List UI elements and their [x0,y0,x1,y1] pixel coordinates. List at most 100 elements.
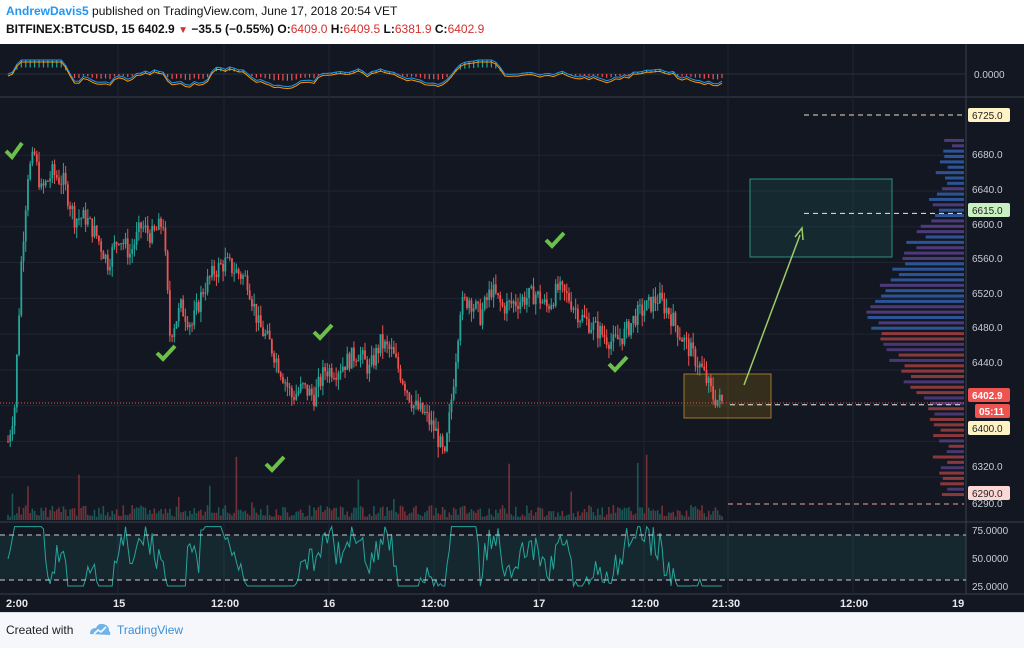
volume-profile-bar [947,460,964,464]
entry-zone[interactable] [683,373,772,419]
macd-histogram-bar [255,74,257,78]
volume-bar [463,505,466,520]
price-label-6290[interactable]: 6290.0 [968,486,1010,500]
volume-bar [475,512,477,520]
volume-bar [47,516,49,520]
volume-bars [7,454,723,520]
macd-histogram-bar [486,60,488,68]
volume-bar [319,505,322,520]
candle-body [49,178,52,182]
macd-histogram-bar [539,74,541,76]
candle-body [474,301,477,309]
volume-bar [259,509,262,520]
volume-bar [665,515,668,520]
volume-bar [11,493,14,520]
candle-body [144,225,147,228]
volume-bar [421,516,424,520]
volume-bar [246,513,249,520]
macd-histogram-bar [193,74,195,79]
volume-bar [386,506,388,520]
svg-text:6402.9: 6402.9 [972,391,1003,402]
target-zone[interactable] [749,178,893,258]
volume-bar [561,510,564,520]
volume-bar [590,506,592,520]
candle-body [488,289,491,300]
macd-histogram-bar [561,71,563,74]
volume-bar [667,512,670,520]
volume-bar [424,512,426,520]
volume-bar [388,510,391,520]
volume-bar [118,515,120,520]
macd-histogram-bar [7,74,9,75]
volume-bar [716,510,719,520]
candle-body [89,218,91,220]
volume-bar [31,508,34,520]
chart-canvas[interactable]: 0.0000 75.0000 50.0000 25.0000 6680.0 66… [0,44,1024,612]
volume-bar [650,510,652,520]
price-label-last[interactable]: 6402.9 [968,388,1010,402]
volume-bar [592,512,595,520]
candle-body [683,337,686,342]
author-link[interactable]: AndrewDavis5 [6,4,89,18]
volume-bar [623,507,626,520]
macd-histogram-bar [415,74,417,78]
volume-bar [710,514,712,520]
projection-arrow[interactable] [743,234,801,386]
price-label-6725[interactable]: 6725.0 [968,108,1010,122]
candle-body [576,308,579,323]
volume-bar [439,514,442,520]
check-icon[interactable] [312,323,334,341]
volume-profile-bar [901,369,964,373]
price-label-6400[interactable]: 6400.0 [968,421,1010,435]
candle-body [131,249,134,254]
macd-histogram-bar [25,60,27,68]
candle-body [302,383,304,385]
candle-body [75,218,78,228]
candle-body [625,321,628,329]
candle-body [523,296,526,305]
candle-body [197,302,200,312]
volume-bar [237,509,240,520]
check-icon[interactable] [4,141,24,161]
tradingview-logo-icon[interactable] [88,620,112,640]
candle-body [219,263,222,265]
candle-body [40,183,43,188]
macd-histogram-bar [73,74,76,79]
macd-histogram-bar [362,71,364,74]
candle-body [596,321,599,339]
volume-bar [570,491,573,520]
volume-bar [228,513,231,520]
volume-profile-bar [881,332,964,336]
volume-bar [630,510,632,520]
volume-bar [428,505,431,520]
candle-body [295,393,298,400]
volume-bar [122,505,125,520]
candle-body [71,206,74,210]
volume-bar [712,511,714,520]
check-icon[interactable] [155,344,177,362]
volume-bar [84,505,87,520]
candle-body [149,233,151,243]
candle-body [359,354,362,360]
tradingview-brand-link[interactable]: TradingView [117,623,184,637]
candle-body [375,347,377,366]
macd-pane [0,59,966,89]
volume-bar [211,512,213,520]
candle-body [102,251,105,259]
macd-histogram-bar [180,74,182,79]
macd-histogram-bar [393,72,395,74]
check-icon[interactable] [264,455,286,473]
macd-signal-line [7,61,723,89]
check-icon[interactable] [544,231,566,249]
candle-body [27,179,29,211]
candle-body [450,399,453,413]
price-label-6615[interactable]: 6615.0 [968,203,1010,217]
check-icon[interactable] [607,355,629,373]
volume-profile-bar [932,455,964,459]
macd-histogram-bar [419,74,422,78]
volume-bar [98,507,100,520]
candle-body [676,325,679,338]
volume-bar [255,512,258,520]
volume-bar [628,507,630,520]
volume-bar [13,515,16,520]
